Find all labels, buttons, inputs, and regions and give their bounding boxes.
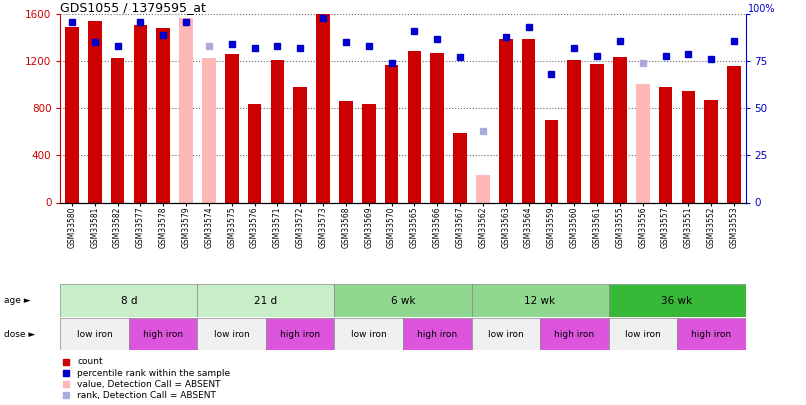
Bar bbox=[293, 87, 307, 202]
Text: 8 d: 8 d bbox=[121, 296, 137, 305]
Text: value, Detection Call = ABSENT: value, Detection Call = ABSENT bbox=[77, 380, 221, 389]
Bar bbox=[540, 318, 609, 350]
Text: 12 wk: 12 wk bbox=[525, 296, 555, 305]
Text: high iron: high iron bbox=[555, 330, 594, 339]
Bar bbox=[334, 284, 472, 317]
Text: low iron: low iron bbox=[214, 330, 250, 339]
Bar bbox=[362, 104, 376, 202]
Bar bbox=[636, 83, 650, 202]
Bar bbox=[727, 66, 741, 202]
Text: dose ►: dose ► bbox=[4, 330, 35, 339]
Bar bbox=[197, 318, 266, 350]
Bar bbox=[316, 14, 330, 202]
Text: low iron: low iron bbox=[351, 330, 387, 339]
Bar bbox=[408, 51, 422, 202]
Bar bbox=[499, 39, 513, 202]
Bar bbox=[197, 284, 334, 317]
Bar bbox=[567, 60, 581, 202]
Bar bbox=[677, 318, 746, 350]
Text: 6 wk: 6 wk bbox=[391, 296, 415, 305]
Text: 21 d: 21 d bbox=[255, 296, 277, 305]
Bar bbox=[609, 318, 677, 350]
Bar bbox=[88, 21, 102, 202]
Bar bbox=[476, 175, 490, 202]
Text: rank, Detection Call = ABSENT: rank, Detection Call = ABSENT bbox=[77, 391, 216, 400]
Text: percentile rank within the sample: percentile rank within the sample bbox=[77, 369, 231, 377]
Text: low iron: low iron bbox=[488, 330, 524, 339]
Bar bbox=[682, 91, 696, 202]
Bar bbox=[339, 101, 353, 202]
Bar bbox=[134, 25, 147, 202]
Text: low iron: low iron bbox=[77, 330, 113, 339]
Bar bbox=[225, 54, 239, 202]
Bar bbox=[334, 318, 403, 350]
Bar bbox=[65, 27, 79, 202]
Bar bbox=[590, 64, 604, 202]
Bar bbox=[453, 133, 467, 202]
Text: 36 wk: 36 wk bbox=[662, 296, 692, 305]
Bar bbox=[271, 60, 285, 202]
Bar bbox=[247, 104, 261, 202]
Bar bbox=[403, 318, 472, 350]
Bar bbox=[545, 120, 559, 202]
Bar bbox=[472, 318, 540, 350]
Text: GDS1055 / 1379595_at: GDS1055 / 1379595_at bbox=[60, 1, 206, 14]
Bar bbox=[202, 58, 216, 202]
Text: count: count bbox=[77, 358, 103, 367]
Bar bbox=[521, 39, 535, 202]
Bar bbox=[472, 284, 609, 317]
Text: 100%: 100% bbox=[748, 4, 776, 14]
Text: high iron: high iron bbox=[418, 330, 457, 339]
Text: high iron: high iron bbox=[143, 330, 183, 339]
Bar bbox=[430, 53, 444, 202]
Bar bbox=[704, 100, 718, 202]
Bar bbox=[179, 18, 193, 202]
Text: age ►: age ► bbox=[4, 296, 31, 305]
Bar bbox=[60, 284, 197, 317]
Bar bbox=[613, 57, 627, 202]
Bar bbox=[60, 318, 129, 350]
Bar bbox=[129, 318, 197, 350]
Text: high iron: high iron bbox=[692, 330, 731, 339]
Bar bbox=[156, 28, 170, 202]
Bar bbox=[384, 65, 398, 202]
Bar bbox=[659, 87, 672, 202]
Bar bbox=[266, 318, 334, 350]
Bar bbox=[609, 284, 746, 317]
Text: low iron: low iron bbox=[625, 330, 661, 339]
Bar bbox=[110, 58, 124, 202]
Text: high iron: high iron bbox=[280, 330, 320, 339]
